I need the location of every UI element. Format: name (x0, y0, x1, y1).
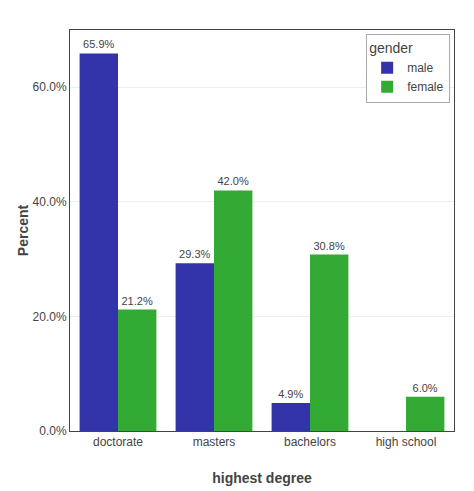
svg-text:highest degree: highest degree (212, 470, 312, 486)
svg-text:gender: gender (369, 40, 413, 56)
svg-text:65.9%: 65.9% (83, 38, 114, 50)
svg-text:30.8%: 30.8% (313, 240, 344, 252)
svg-text:female: female (407, 80, 443, 94)
svg-text:21.2%: 21.2% (121, 295, 152, 307)
svg-text:high school: high school (376, 435, 437, 449)
svg-text:bachelors: bachelors (284, 435, 336, 449)
svg-text:male: male (407, 61, 433, 75)
svg-text:40.0%: 40.0% (33, 195, 67, 209)
svg-text:masters: masters (193, 435, 236, 449)
svg-text:29.3%: 29.3% (179, 248, 210, 260)
svg-text:doctorate: doctorate (93, 435, 143, 449)
svg-text:6.0%: 6.0% (413, 382, 438, 394)
svg-text:60.0%: 60.0% (33, 80, 67, 94)
svg-text:20.0%: 20.0% (33, 310, 67, 324)
svg-text:42.0%: 42.0% (217, 175, 248, 187)
svg-text:0.0%: 0.0% (39, 424, 67, 438)
svg-text:4.9%: 4.9% (278, 388, 303, 400)
svg-text:Percent: Percent (15, 204, 31, 256)
